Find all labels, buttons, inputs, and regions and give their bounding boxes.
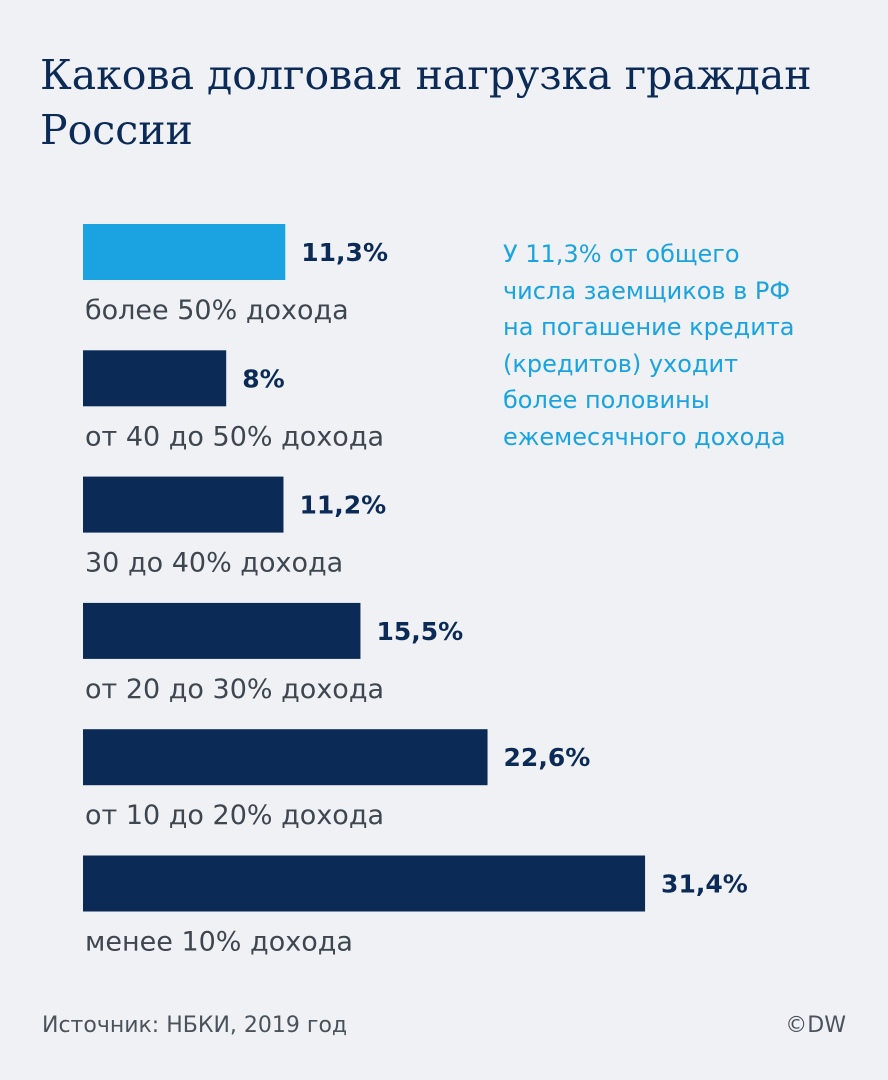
bar-category-label-1: более 50% дохода [85,295,349,326]
bar-value-label-5: 22,6% [504,743,591,772]
bar-category-label-5: от 10 до 20% дохода [85,800,384,831]
bar-value-label-2: 8% [242,364,284,393]
bar-value-label-1: 11,3% [301,238,388,267]
bar-1 [83,224,286,280]
copyright-label: ©DW [785,1013,846,1038]
bar-category-label-6: менее 10% дохода [85,927,353,958]
bar-value-label-6: 31,4% [661,870,748,899]
source-note: Источник: НБКИ, 2019 год [42,1013,348,1038]
bar-5 [83,729,488,786]
bar-category-label-4: от 20 до 30% дохода [85,674,384,705]
bar-4 [83,602,361,659]
bar-2 [83,350,227,407]
chart-title: Какова долговая нагрузка граждан России [40,51,812,154]
bar-category-label-2: от 40 до 50% дохода [85,421,384,452]
bar-6 [83,855,646,912]
bar-value-label-4: 15,5% [376,617,463,646]
bar-category-label-3: 30 до 40% дохода [85,548,343,579]
bar-value-label-3: 11,2% [299,491,386,520]
annotation-text: У 11,3% от общего числа заемщиков в РФ н… [503,240,795,451]
bar-3 [83,476,284,533]
